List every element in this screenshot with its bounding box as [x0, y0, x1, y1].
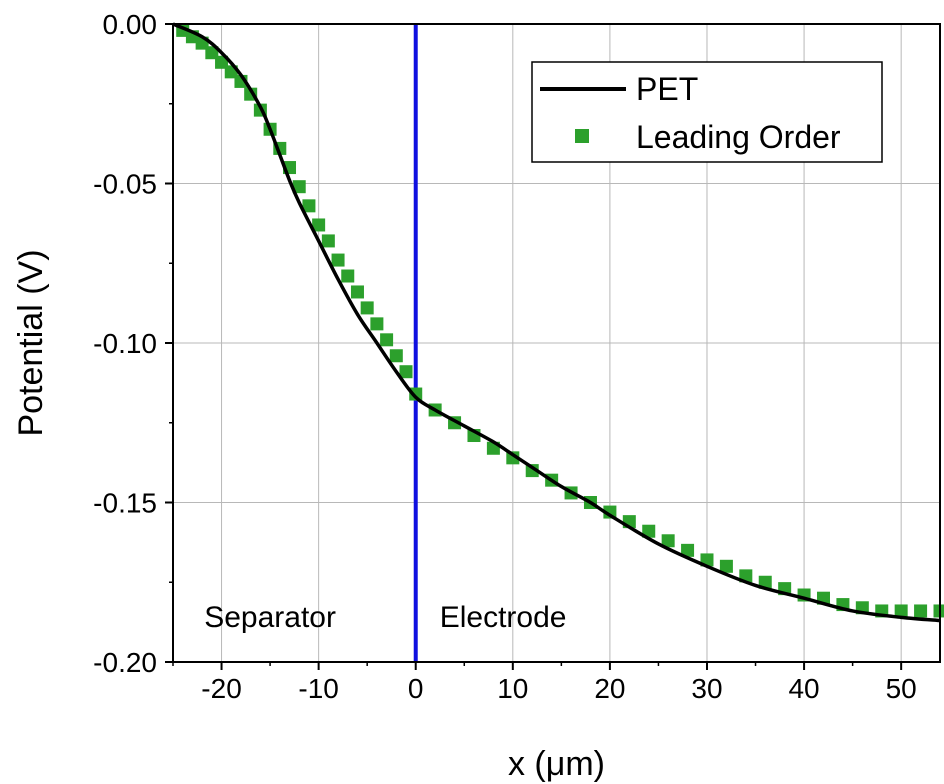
leading-order-point — [642, 524, 656, 538]
legend-label-pet: PET — [636, 71, 698, 107]
legend-box — [531, 61, 883, 163]
leading-order-point — [933, 604, 944, 618]
series-layer — [172, 22, 944, 623]
leading-order-point — [389, 349, 403, 363]
leading-order-point — [321, 234, 335, 248]
region-label: Separator — [204, 601, 336, 634]
leading-order-point — [341, 269, 355, 283]
x-tick-label: -20 — [201, 673, 241, 704]
leading-order-point — [360, 301, 374, 315]
region-label: Electrode — [440, 601, 567, 634]
leading-order-point — [409, 387, 423, 401]
x-tick-label: 30 — [691, 673, 722, 704]
x-tick-label: 10 — [497, 673, 528, 704]
axis-ticks: -20 -10 0 10 20 30 40 50 0.00 -0.05 -0.10 -0.15 -0.2… — [93, 9, 917, 704]
leading-order-point — [370, 317, 384, 331]
leading-order-point — [399, 365, 413, 379]
legend: PET Leading Order — [531, 61, 883, 163]
region-annotations: Separator Electrode — [204, 601, 566, 634]
leading-order-point — [302, 199, 316, 213]
leading-order-point — [350, 285, 364, 299]
leading-order-point — [506, 451, 520, 465]
leading-order-point — [661, 534, 675, 548]
x-tick-label: 50 — [886, 673, 917, 704]
y-tick-label: -0.20 — [93, 647, 157, 678]
y-tick-label: -0.05 — [93, 169, 157, 200]
pet-series-line — [172, 22, 941, 623]
legend-leading-order-marker-swatch — [575, 129, 589, 143]
leading-order-point — [380, 333, 394, 347]
leading-order-point — [331, 253, 345, 267]
x-tick-label: 20 — [594, 673, 625, 704]
x-axis-title: x (μm) — [508, 745, 605, 783]
y-tick-label: -0.15 — [93, 488, 157, 519]
x-tick-label: -10 — [298, 673, 338, 704]
leading-order-point — [719, 559, 733, 573]
y-axis-title: Potential (V) — [12, 249, 50, 436]
x-tick-label: 0 — [408, 673, 424, 704]
y-tick-label: 0.00 — [103, 9, 158, 40]
leading-order-point — [758, 575, 772, 589]
leading-order-point — [914, 604, 928, 618]
leading-order-point — [292, 180, 306, 194]
legend-label-leading-order: Leading Order — [636, 119, 841, 155]
y-tick-label: -0.10 — [93, 328, 157, 359]
leading-order-point — [681, 543, 695, 557]
leading-order-point — [312, 218, 326, 232]
x-tick-label: 40 — [788, 673, 819, 704]
leading-order-point — [894, 604, 908, 618]
